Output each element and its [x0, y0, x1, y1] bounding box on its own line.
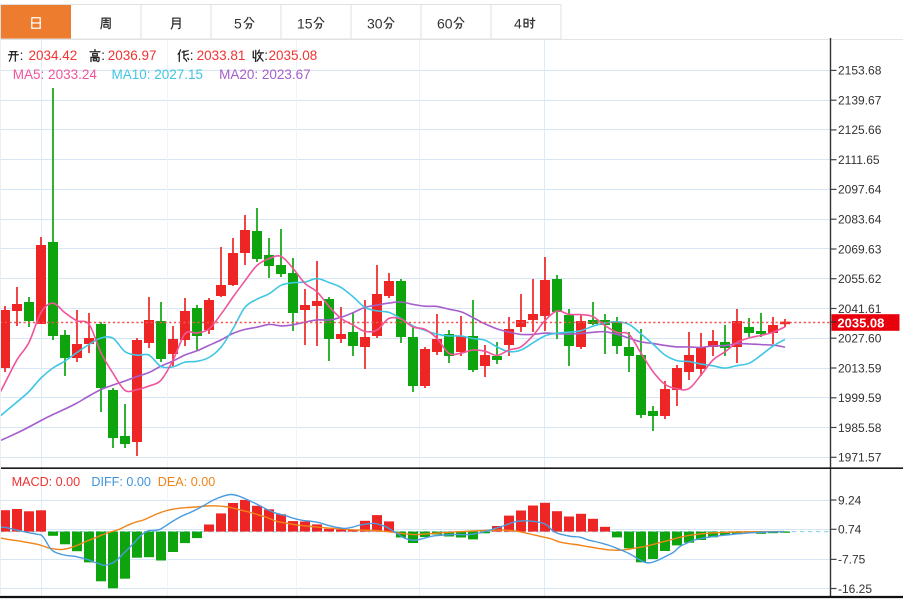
- svg-text:DEA: 0.00: DEA: 0.00: [158, 475, 215, 489]
- svg-text:2035.08: 2035.08: [837, 316, 884, 331]
- svg-text:1999.59: 1999.59: [838, 391, 882, 405]
- svg-text:0.74: 0.74: [838, 523, 862, 537]
- svg-text:2035.08: 2035.08: [269, 48, 318, 63]
- svg-text:2036.97: 2036.97: [108, 48, 157, 63]
- svg-text:2069.63: 2069.63: [838, 242, 882, 256]
- svg-text:-16.25: -16.25: [838, 582, 872, 596]
- svg-text:DIFF: 0.00: DIFF: 0.00: [91, 475, 150, 489]
- svg-text:60: 60: [437, 16, 453, 32]
- svg-text::: :: [20, 48, 24, 63]
- svg-text:1971.57: 1971.57: [838, 451, 882, 465]
- svg-text:2125.66: 2125.66: [838, 123, 882, 137]
- svg-text:30: 30: [367, 16, 383, 32]
- svg-text:MA10: 2027.15: MA10: 2027.15: [112, 67, 204, 82]
- svg-text:2027.60: 2027.60: [838, 332, 882, 346]
- svg-text:2111.65: 2111.65: [838, 153, 880, 167]
- svg-text:9.24: 9.24: [838, 493, 862, 507]
- svg-text:4: 4: [514, 16, 522, 32]
- svg-text:2034.42: 2034.42: [29, 48, 78, 63]
- svg-text:15: 15: [297, 16, 313, 32]
- svg-text:2153.68: 2153.68: [838, 64, 882, 78]
- svg-text::: :: [264, 48, 268, 63]
- svg-text:2055.62: 2055.62: [838, 272, 882, 286]
- svg-text:MACD: 0.00: MACD: 0.00: [12, 475, 81, 489]
- svg-text:2041.61: 2041.61: [838, 302, 882, 316]
- svg-text:1985.58: 1985.58: [838, 421, 882, 435]
- svg-text:2013.59: 2013.59: [838, 361, 882, 375]
- svg-text::: :: [101, 48, 105, 63]
- svg-text:-7.75: -7.75: [838, 553, 866, 567]
- svg-text:2139.67: 2139.67: [838, 94, 882, 108]
- svg-text:2097.64: 2097.64: [838, 183, 882, 197]
- svg-text:MA20: 2023.67: MA20: 2023.67: [219, 67, 311, 82]
- svg-text:2083.64: 2083.64: [838, 213, 882, 227]
- svg-text:MA5: 2033.24: MA5: 2033.24: [13, 67, 98, 82]
- svg-text:5: 5: [234, 16, 242, 32]
- svg-text:2033.81: 2033.81: [197, 48, 246, 63]
- svg-text::: :: [190, 48, 194, 63]
